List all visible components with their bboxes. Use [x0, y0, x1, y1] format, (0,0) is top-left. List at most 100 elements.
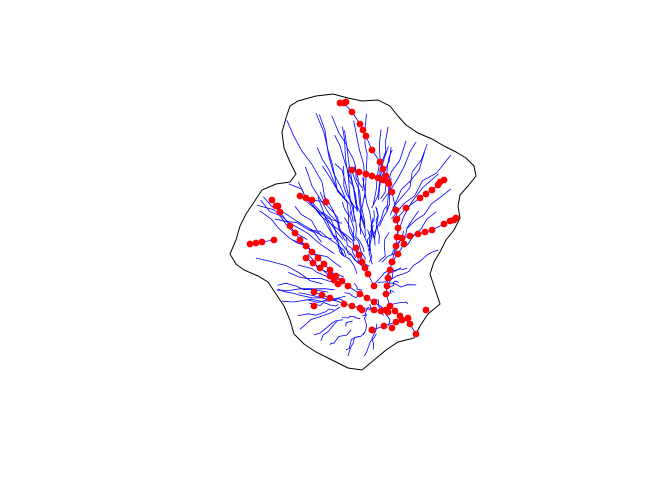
stream-segment [387, 280, 399, 288]
stream-segment [341, 315, 361, 320]
stream-segment [389, 301, 409, 306]
sample-point [384, 308, 392, 316]
sample-point [334, 280, 342, 288]
sample-point [326, 294, 334, 302]
stream-segment [337, 245, 358, 274]
sample-point [391, 307, 399, 315]
stream-segment [308, 229, 347, 257]
sample-point [394, 224, 402, 232]
sample-point [392, 242, 400, 250]
stream-segment [255, 257, 323, 285]
stream-segment [309, 302, 339, 307]
stream-segment [299, 306, 341, 330]
sample-point [406, 232, 414, 240]
sample-point [436, 178, 444, 186]
stream-segment [377, 270, 410, 283]
sample-point [394, 250, 402, 258]
stream-segment [378, 147, 392, 201]
stream-segment [371, 323, 378, 350]
stream-segment [372, 129, 382, 205]
stream-segment [397, 173, 439, 234]
stream-segment [306, 298, 344, 303]
stream-segment [276, 288, 335, 291]
stream-segment [354, 283, 363, 291]
stream-segment [359, 177, 366, 235]
sample-point [252, 239, 260, 247]
stream-segment [263, 196, 322, 236]
sample-point [356, 120, 364, 128]
stream-segment [321, 211, 345, 257]
sample-point [342, 98, 350, 106]
sample-point [392, 216, 400, 224]
sample-point [370, 298, 378, 306]
sample-point [314, 254, 322, 262]
sample-point [398, 234, 406, 242]
stream-segment [368, 224, 374, 263]
sample-point [364, 270, 372, 278]
stream-segment [389, 152, 425, 216]
stream-segment [316, 147, 350, 218]
sample-point [302, 194, 310, 202]
stream-segment [297, 308, 335, 317]
stream-segment [378, 232, 390, 262]
sample-point [274, 202, 282, 210]
sample-point [384, 178, 392, 186]
stream-segment [391, 154, 452, 220]
stream-segment [351, 170, 366, 237]
stream-segment [406, 188, 451, 229]
sample-point [310, 302, 318, 310]
stream-segment [408, 249, 439, 272]
stream-segment [372, 205, 388, 239]
sample-point [421, 228, 429, 236]
sample-point [428, 226, 436, 234]
sample-point [258, 238, 266, 246]
stream-segment [345, 320, 353, 327]
sample-point [406, 320, 414, 328]
stream-segment [329, 329, 352, 345]
sample-point [422, 190, 430, 198]
sample-point [348, 166, 356, 174]
sample-point [392, 318, 400, 326]
sample-point [355, 168, 363, 176]
stream-segment [307, 195, 344, 240]
stream-segment [349, 211, 357, 251]
sample-point [340, 300, 348, 308]
stream-segment [256, 204, 335, 254]
sample-point [336, 99, 344, 107]
stream-segment [385, 282, 417, 288]
sample-point [370, 306, 378, 314]
sample-point [379, 165, 387, 173]
stream-segment [353, 120, 365, 192]
stream-segment [380, 149, 393, 199]
stream-segment [345, 331, 366, 351]
stream-segment [379, 177, 392, 227]
stream-segment [355, 218, 365, 252]
watershed-boundary-layer [229, 93, 477, 371]
stream-segment [313, 319, 337, 336]
sample-point [362, 132, 370, 140]
sample-point [380, 322, 388, 330]
stream-segment [366, 217, 374, 248]
sample-point [363, 294, 371, 302]
stream-segment [334, 163, 357, 209]
sample-point [398, 316, 406, 324]
sample-point [370, 282, 378, 290]
sample-point [308, 248, 316, 256]
stream-segment [305, 166, 340, 225]
stream-segment [286, 120, 327, 204]
sample-point [402, 204, 410, 212]
sample-point [309, 259, 317, 267]
sample-point [296, 192, 304, 200]
sample-point [388, 188, 396, 196]
sample-point [368, 326, 376, 334]
stream-segment [319, 114, 346, 198]
stream-segment [341, 201, 356, 242]
sample-point [383, 282, 391, 290]
sample-point [308, 196, 316, 204]
sample-point [316, 264, 324, 272]
sample-point [392, 206, 400, 214]
sample-point [368, 172, 376, 180]
stream-segment [371, 146, 389, 209]
sample-point [352, 244, 360, 252]
